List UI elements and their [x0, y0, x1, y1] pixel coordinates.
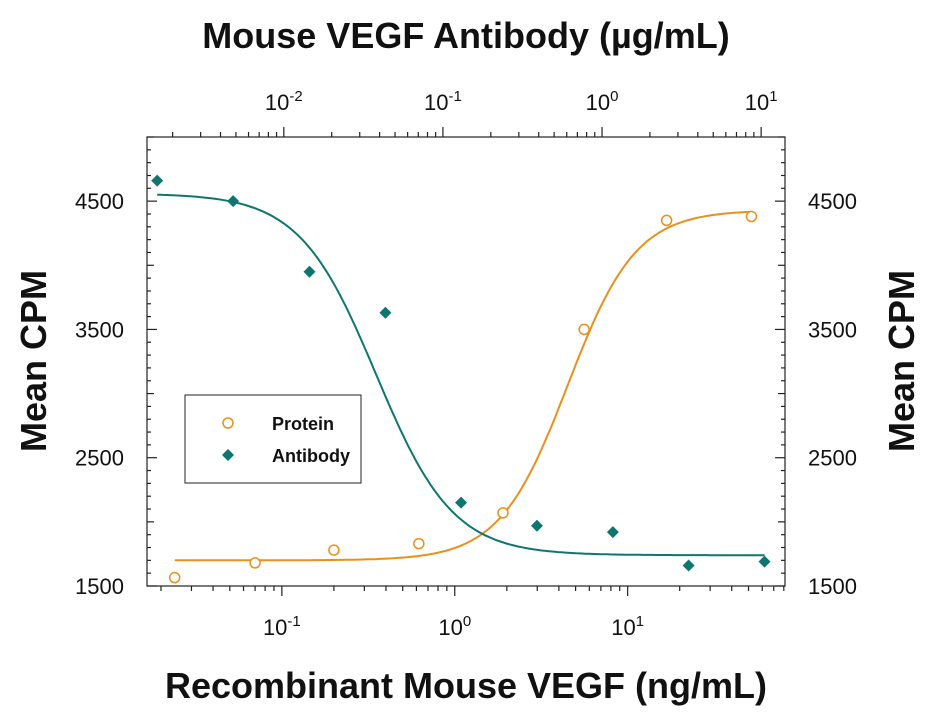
bottom-axis-tick-label: 10-1 — [263, 613, 301, 640]
antibody-point — [227, 195, 240, 208]
bottom-axis-tick-label: 100 — [438, 613, 471, 640]
antibody-point — [530, 519, 543, 532]
plot-area — [146, 136, 786, 587]
protein-point — [249, 557, 261, 569]
protein-point — [745, 210, 758, 223]
protein-point — [660, 214, 673, 227]
fit-curves — [157, 193, 765, 562]
legend-protein-label: Protein — [272, 414, 334, 434]
antibody-point — [758, 555, 771, 568]
protein-point — [168, 571, 181, 584]
left-axis-title: Mean CPM — [13, 270, 54, 452]
protein-fit-curve — [174, 210, 752, 562]
antibody-point — [303, 265, 316, 278]
legend-box — [184, 394, 362, 484]
antibody-point — [379, 306, 392, 319]
legend-protein-marker — [222, 417, 234, 429]
antibody-fit-curve — [157, 193, 765, 557]
bottom-axis-tick-label: 101 — [611, 613, 644, 640]
antibody-point — [682, 559, 695, 572]
data-points — [151, 174, 771, 584]
right-axis-title: Mean CPM — [881, 270, 922, 452]
right-axis: 1500 2500 3500 4500 — [775, 136, 857, 599]
left-axis: 1500 2500 3500 4500 — [75, 136, 157, 599]
right-axis-tick-label: 1500 — [808, 574, 857, 599]
top-axis-tick-label: 10-1 — [424, 88, 462, 115]
antibody-point — [606, 526, 619, 539]
protein-point — [497, 507, 509, 519]
protein-point — [413, 537, 425, 550]
top-axis-tick-label: 101 — [745, 88, 778, 115]
antibody-point — [455, 496, 468, 509]
protein-point — [578, 323, 590, 336]
top-axis-title: Mouse VEGF Antibody (µg/mL) — [202, 15, 729, 56]
top-axis: 10-2 10-1 100 101 — [172, 88, 778, 137]
right-axis-tick-label: 3500 — [808, 317, 857, 342]
protein-point — [328, 544, 340, 556]
legend: Protein Antibody — [184, 394, 362, 484]
antibody-point — [151, 174, 164, 187]
left-axis-tick-label: 2500 — [75, 446, 124, 471]
left-axis-tick-label: 1500 — [75, 574, 124, 599]
right-axis-tick-label: 4500 — [808, 189, 857, 214]
top-axis-tick-label: 100 — [586, 88, 619, 115]
bottom-axis-title: Recombinant Mouse VEGF (ng/mL) — [165, 665, 767, 706]
left-axis-tick-label: 3500 — [75, 317, 124, 342]
bottom-axis: 10-1 100 101 — [160, 586, 785, 640]
left-axis-tick-label: 4500 — [75, 189, 124, 214]
top-axis-tick-label: 10-2 — [265, 88, 303, 115]
right-axis-tick-label: 2500 — [808, 446, 857, 471]
legend-antibody-label: Antibody — [272, 446, 350, 466]
legend-antibody-marker — [222, 449, 234, 461]
